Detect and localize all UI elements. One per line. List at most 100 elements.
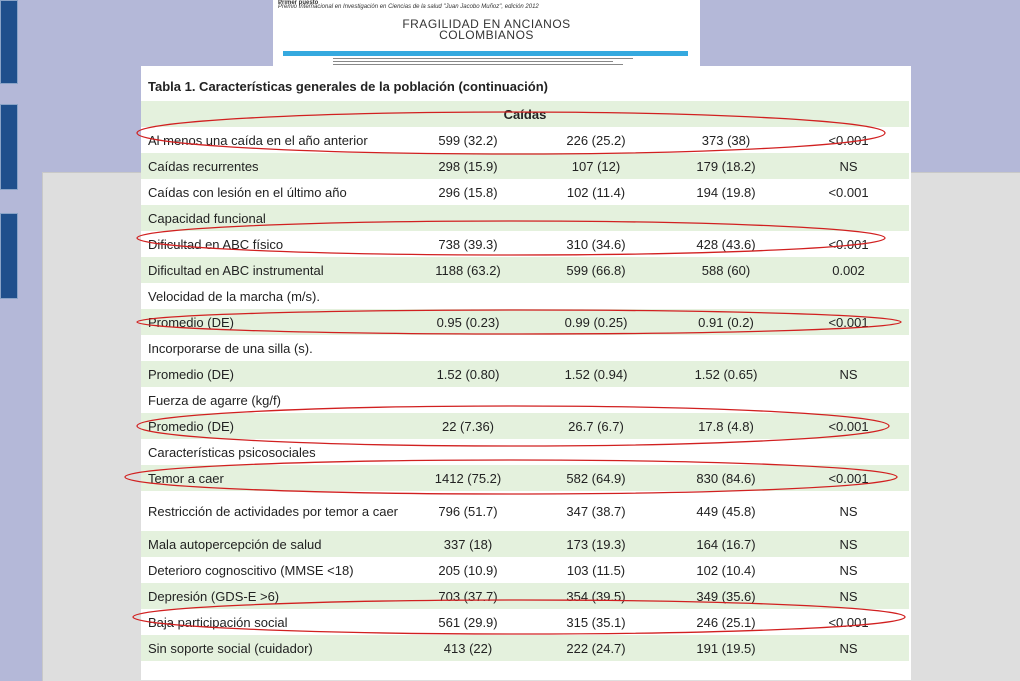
group-label: Fuerza de agarre (kg/f) bbox=[148, 392, 281, 408]
side-tab-3 bbox=[0, 213, 18, 299]
row-label: Caídas recurrentes bbox=[148, 158, 259, 174]
p-value: NS bbox=[839, 588, 858, 604]
value-group-1: 107 (12) bbox=[571, 158, 621, 174]
row-label: Deterioro cognoscitivo (MMSE <18) bbox=[148, 562, 354, 578]
value-total: 738 (39.3) bbox=[438, 236, 498, 252]
table-row: Baja participación social 561 (29.9) 315 (… bbox=[141, 609, 909, 635]
table-document: Tabla 1. Características generales de la… bbox=[141, 66, 911, 680]
table-row: Temor a caer 1412 (75.2) 582 (64.9) 830 (84… bbox=[141, 465, 909, 491]
value-group-1: 582 (64.9) bbox=[566, 470, 626, 486]
table-row: Deterioro cognoscitivo (MMSE <18) 205 (10… bbox=[141, 557, 909, 583]
article-title-line2: COLOMBIANOS bbox=[439, 28, 534, 42]
row-label: Al menos una caída en el año anterior bbox=[148, 132, 368, 148]
row-label: Mala autopercepción de salud bbox=[148, 536, 322, 552]
p-value: <0.001 bbox=[828, 236, 869, 252]
value-group-2: 179 (18.2) bbox=[696, 158, 756, 174]
p-value: NS bbox=[839, 562, 858, 578]
p-value: <0.001 bbox=[828, 132, 869, 148]
row-label: Depresión (GDS-E >6) bbox=[148, 588, 280, 604]
table-row: Caídas recurrentes 298 (15.9) 107 (12) 179 … bbox=[141, 153, 909, 179]
table-row: Sin soporte social (cuidador) 413 (22) 222… bbox=[141, 635, 909, 661]
value-group-2: 830 (84.6) bbox=[696, 470, 756, 486]
table-row: Mala autopercepción de salud 337 (18) 173 … bbox=[141, 531, 909, 557]
p-value: NS bbox=[839, 503, 858, 519]
row-label: Caídas con lesión en el último año bbox=[148, 184, 347, 200]
value-group-2: 0.91 (0.2) bbox=[698, 314, 754, 330]
value-group-2: 349 (35.6) bbox=[696, 588, 756, 604]
row-label: Dificultad en ABC instrumental bbox=[148, 262, 324, 278]
p-value: 0.002 bbox=[832, 262, 865, 278]
group-label: Capacidad funcional bbox=[148, 210, 266, 226]
p-value: NS bbox=[839, 640, 858, 656]
group-header-row: Velocidad de la marcha (m/s). bbox=[141, 283, 909, 309]
value-group-1: 26.7 (6.7) bbox=[568, 418, 624, 434]
p-value: <0.001 bbox=[828, 614, 869, 630]
group-header-row: Características psicosociales bbox=[141, 439, 909, 465]
table-row: Caídas con lesión en el último año 296 (1… bbox=[141, 179, 909, 205]
row-label: Promedio (DE) bbox=[148, 314, 234, 330]
article-header-card: Primer puesto Premio Internacional en In… bbox=[273, 0, 700, 66]
value-group-1: 173 (19.3) bbox=[566, 536, 626, 552]
value-group-1: 1.52 (0.94) bbox=[564, 366, 628, 382]
award-subtitle: Premio Internacional en Investigación en… bbox=[278, 4, 539, 10]
p-value: <0.001 bbox=[828, 470, 869, 486]
value-total: 796 (51.7) bbox=[438, 503, 498, 519]
table-row: Promedio (DE) 1.52 (0.80) 1.52 (0.94) 1.52 … bbox=[141, 361, 909, 387]
value-total: 298 (15.9) bbox=[438, 158, 498, 174]
value-group-2: 164 (16.7) bbox=[696, 536, 756, 552]
article-title-line1: FRAGILIDAD EN ANCIANOS bbox=[402, 17, 571, 31]
value-total: 337 (18) bbox=[443, 536, 493, 552]
row-label: Dificultad en ABC físico bbox=[148, 236, 284, 252]
p-value: <0.001 bbox=[828, 314, 869, 330]
value-total: 205 (10.9) bbox=[438, 562, 498, 578]
value-group-2: 588 (60) bbox=[701, 262, 751, 278]
row-label: Restricción de actividades por temor a c… bbox=[148, 503, 399, 519]
table-row: Depresión (GDS-E >6) 703 (37.7) 354 (39.5)… bbox=[141, 583, 909, 609]
value-group-1: 347 (38.7) bbox=[566, 503, 626, 519]
value-group-1: 315 (35.1) bbox=[566, 614, 626, 630]
value-total: 22 (7.36) bbox=[441, 418, 495, 434]
p-value: NS bbox=[839, 536, 858, 552]
section-label: Caídas bbox=[503, 106, 547, 122]
group-label: Velocidad de la marcha (m/s). bbox=[148, 288, 320, 304]
p-value: <0.001 bbox=[828, 418, 869, 434]
value-group-2: 191 (19.5) bbox=[696, 640, 756, 656]
value-group-1: 226 (25.2) bbox=[566, 132, 626, 148]
side-tab-1 bbox=[0, 0, 18, 84]
value-total: 703 (37.7) bbox=[438, 588, 498, 604]
table-row: Restricción de actividades por temor a c… bbox=[141, 491, 909, 531]
value-group-1: 310 (34.6) bbox=[566, 236, 626, 252]
table-row: Dificultad en ABC instrumental 1188 (63.2… bbox=[141, 257, 909, 283]
row-label: Baja participación social bbox=[148, 614, 288, 630]
value-group-1: 102 (11.4) bbox=[566, 184, 626, 200]
group-header-row: Capacidad funcional bbox=[141, 205, 909, 231]
affiliation-text bbox=[333, 57, 633, 65]
row-label: Promedio (DE) bbox=[148, 418, 234, 434]
group-header-row: Fuerza de agarre (kg/f) bbox=[141, 387, 909, 413]
value-group-1: 354 (39.5) bbox=[566, 588, 626, 604]
value-total: 1188 (63.2) bbox=[435, 262, 501, 278]
value-total: 599 (32.2) bbox=[438, 132, 498, 148]
value-total: 561 (29.9) bbox=[438, 614, 498, 630]
value-group-2: 449 (45.8) bbox=[696, 503, 756, 519]
value-group-1: 222 (24.7) bbox=[566, 640, 626, 656]
value-total: 296 (15.8) bbox=[438, 184, 498, 200]
table-row: Promedio (DE) 0.95 (0.23) 0.99 (0.25) 0.91 … bbox=[141, 309, 909, 335]
value-total: 1412 (75.2) bbox=[434, 470, 502, 486]
value-group-2: 428 (43.6) bbox=[696, 236, 756, 252]
article-title: FRAGILIDAD EN ANCIANOS COLOMBIANOS bbox=[273, 17, 700, 42]
value-group-1: 103 (11.5) bbox=[566, 562, 626, 578]
section-header-row: Caídas bbox=[141, 101, 909, 127]
p-value: <0.001 bbox=[828, 184, 869, 200]
author-band bbox=[283, 51, 688, 56]
value-group-2: 246 (25.1) bbox=[696, 614, 756, 630]
row-label: Sin soporte social (cuidador) bbox=[148, 640, 313, 656]
p-value: NS bbox=[839, 158, 858, 174]
value-total: 413 (22) bbox=[443, 640, 493, 656]
table-row: Promedio (DE) 22 (7.36) 26.7 (6.7) 17.8 (4.… bbox=[141, 413, 909, 439]
value-group-1: 599 (66.8) bbox=[566, 262, 626, 278]
value-group-1: 0.99 (0.25) bbox=[564, 314, 628, 330]
p-value: NS bbox=[839, 366, 858, 382]
award-label: Primer puesto bbox=[278, 0, 319, 6]
table-title: Tabla 1. Características generales de la… bbox=[148, 79, 548, 94]
